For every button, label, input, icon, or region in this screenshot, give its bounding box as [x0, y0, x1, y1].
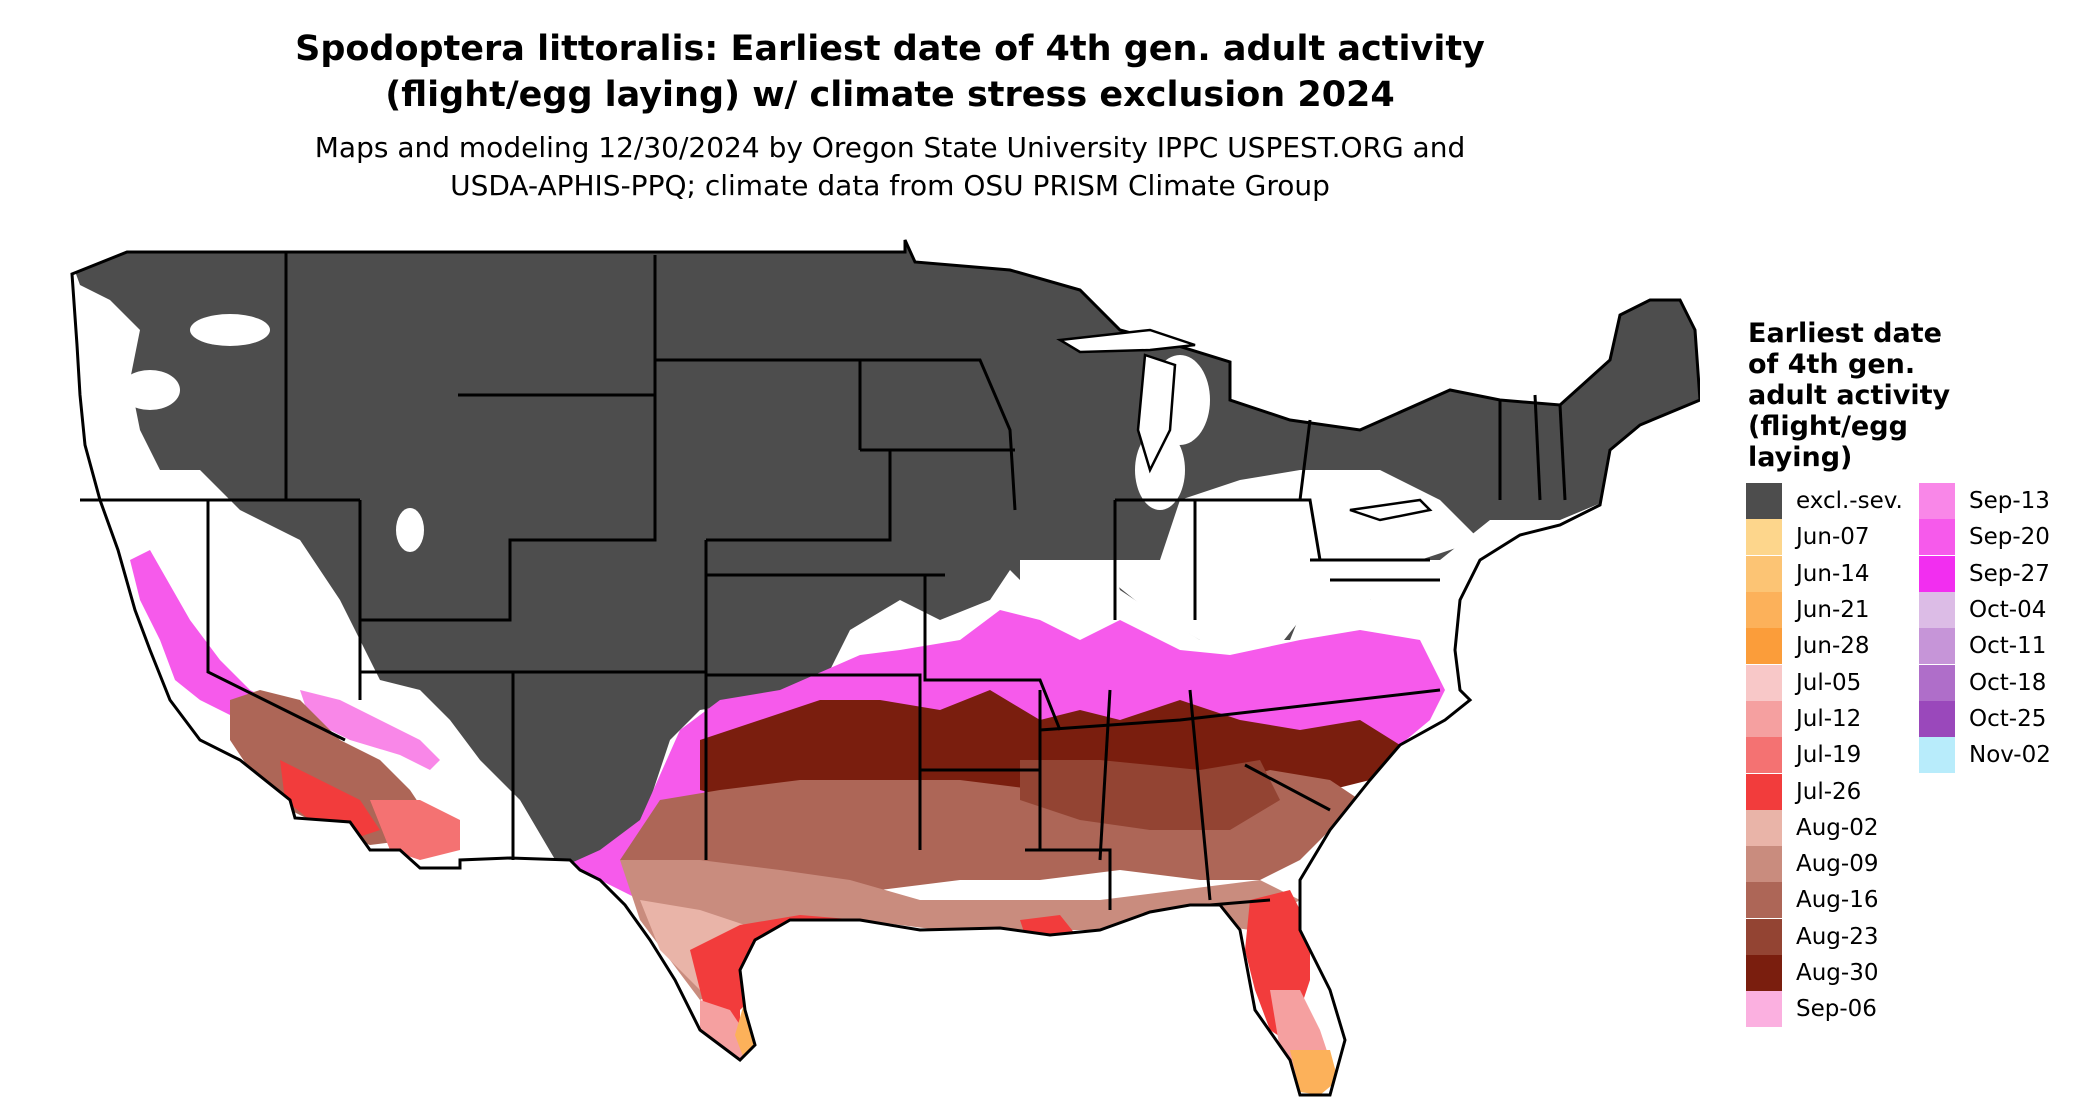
legend-item: Sep-06: [1746, 991, 1903, 1028]
legend-label: Aug-23: [1796, 923, 1879, 950]
legend-label: Sep-27: [1969, 560, 2050, 587]
legend-swatch: [1746, 664, 1782, 701]
legend-item: Oct-04: [1919, 592, 2051, 629]
legend-title-line: of 4th gen.: [1748, 349, 1916, 380]
legend-label: Jun-28: [1796, 633, 1870, 660]
us-map: [70, 239, 1700, 1097]
legend-label: Jul-26: [1796, 778, 1862, 805]
legend-item: Sep-20: [1919, 519, 2051, 556]
legend-item: Jul-26: [1746, 773, 1903, 810]
legend-title: Earliest date of 4th gen. adult activity…: [1748, 318, 2048, 473]
legend-item: Oct-11: [1919, 628, 2051, 665]
legend-column-2: Sep-13 Sep-20 Sep-27 Oct-04 Oct-11 Oct-18 Oct-…: [1919, 483, 2051, 774]
legend-label: Jun-07: [1796, 524, 1870, 551]
legend-swatch: [1746, 773, 1782, 810]
legend-swatch: [1919, 483, 1955, 520]
legend-title-line: Earliest date: [1748, 318, 1942, 349]
legend-item: Jul-05: [1746, 664, 1903, 701]
legend-label: Aug-16: [1796, 887, 1879, 914]
legend-swatch: [1746, 737, 1782, 774]
legend-item: Oct-18: [1919, 664, 2051, 701]
legend-label: Sep-20: [1969, 524, 2050, 551]
legend-swatch: [1746, 991, 1782, 1028]
legend-swatch: [1746, 918, 1782, 955]
legend-item: Jun-07: [1746, 519, 1903, 556]
legend-label: Nov-02: [1969, 742, 2051, 769]
legend-label: excl.-sev.: [1796, 488, 1903, 515]
legend-label: Sep-06: [1796, 996, 1877, 1023]
state-borders: [70, 239, 1700, 1097]
legend-item: Oct-25: [1919, 700, 2051, 737]
legend-swatch: [1746, 555, 1782, 592]
legend-item: Aug-09: [1746, 846, 1903, 883]
legend-label: Jun-21: [1796, 597, 1870, 624]
legend-swatch: [1746, 483, 1782, 520]
legend-label: Jun-14: [1796, 560, 1870, 587]
legend-title-line: laying): [1748, 442, 1853, 473]
legend-swatch: [1919, 519, 1955, 556]
map-title-line1: Spodoptera littoralis: Earliest date of …: [295, 29, 1485, 69]
legend-swatch: [1919, 664, 1955, 701]
legend-title-line: adult activity: [1748, 380, 1951, 411]
legend-swatch: [1746, 592, 1782, 629]
legend-item: Sep-13: [1919, 483, 2051, 520]
legend-label: Jul-19: [1796, 742, 1862, 769]
legend-label: Aug-09: [1796, 851, 1879, 878]
legend-label: Aug-30: [1796, 960, 1879, 986]
legend-swatch: [1746, 955, 1782, 991]
legend-item: Aug-16: [1746, 882, 1903, 919]
legend-item: Aug-23: [1746, 918, 1903, 955]
legend-item: Jul-19: [1746, 737, 1903, 774]
legend-column-1: excl.-sev. Jun-07 Jun-14 Jun-21 Jun-28 Jul-05…: [1746, 483, 1903, 1028]
legend-label: Oct-25: [1969, 705, 2047, 732]
map-title-line2: (flight/egg laying) w/ climate stress ex…: [385, 75, 1395, 115]
legend-item: Jun-28: [1746, 628, 1903, 665]
legend-item: Aug-02: [1746, 809, 1903, 846]
great-lakes: [1056, 328, 1433, 522]
map-subtitle-line2: USDA-APHIS-PPQ; climate data from OSU PR…: [450, 169, 1330, 202]
legend-item: Nov-02: [1919, 737, 2051, 774]
legend-swatch: [1746, 809, 1782, 846]
legend-label: Oct-18: [1969, 669, 2047, 696]
legend-item: Jun-21: [1746, 592, 1903, 629]
legend-item: Jun-14: [1746, 555, 1903, 592]
legend-label: Oct-11: [1969, 633, 2047, 660]
legend-label: Aug-02: [1796, 814, 1879, 841]
legend-label: Jul-05: [1796, 669, 1862, 696]
legend-swatch: [1746, 700, 1782, 737]
legend-swatch: [1919, 592, 1955, 629]
legend-title-line: (flight/egg: [1748, 411, 1908, 442]
legend-item: excl.-sev.: [1746, 483, 1903, 520]
legend-label: Sep-13: [1969, 488, 2050, 515]
legend-swatch: [1919, 737, 1955, 774]
legend-swatch: [1746, 882, 1782, 919]
legend-item: Jul-12: [1746, 700, 1903, 737]
legend-swatch: [1919, 555, 1955, 592]
legend-swatch: [1919, 628, 1955, 665]
legend-swatch: [1746, 519, 1782, 556]
legend-label: Jul-12: [1796, 705, 1862, 732]
legend-item: Sep-27: [1919, 555, 2051, 592]
legend-swatch: [1746, 846, 1782, 883]
legend-label: Oct-04: [1969, 597, 2047, 624]
legend-item: Aug-30: [1746, 955, 1903, 991]
legend-swatch: [1919, 700, 1955, 737]
map-subtitle-line1: Maps and modeling 12/30/2024 by Oregon S…: [314, 131, 1466, 164]
legend-swatch: [1746, 628, 1782, 665]
